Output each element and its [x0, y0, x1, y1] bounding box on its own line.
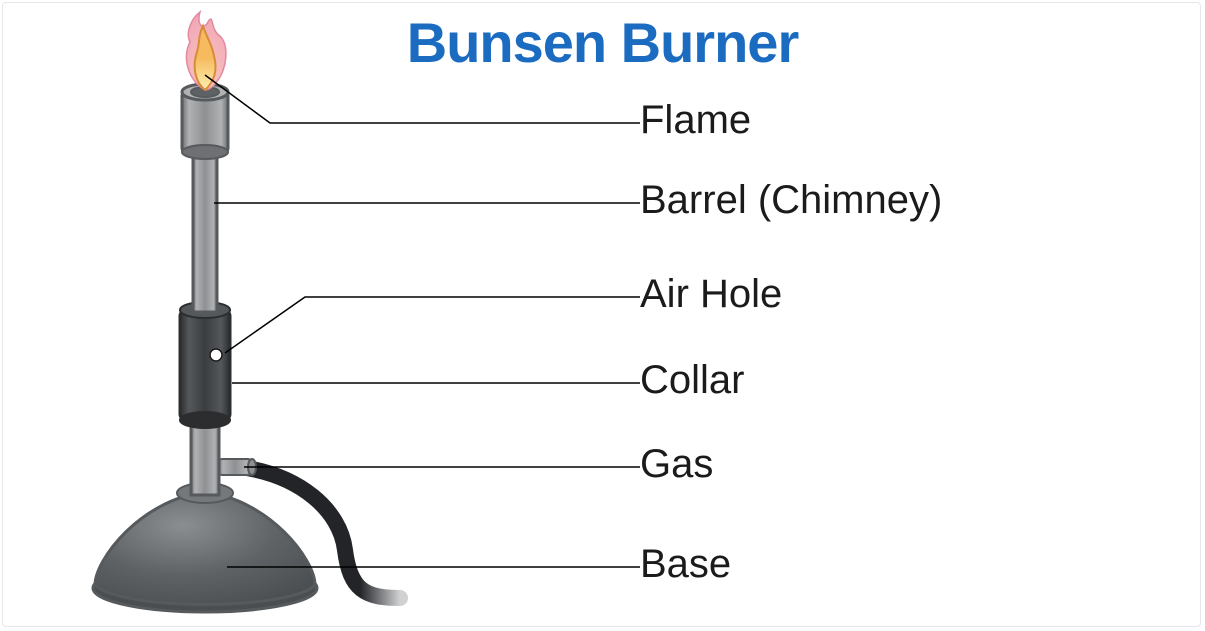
leader-lines — [205, 75, 640, 567]
air-hole — [210, 349, 222, 361]
label-base: Base — [640, 542, 731, 587]
burner-collar — [180, 302, 230, 428]
label-flame: Flame — [640, 98, 751, 143]
label-airhole: Air Hole — [640, 272, 782, 317]
bunsen-burner-diagram — [0, 0, 1205, 631]
leader-airhole — [225, 297, 640, 353]
label-collar: Collar — [640, 358, 744, 403]
flame-icon — [186, 12, 225, 90]
bunsen-burner-illustration — [93, 12, 400, 612]
leader-flame — [205, 75, 640, 123]
label-gas: Gas — [640, 442, 713, 487]
barrel-upper — [193, 150, 217, 312]
burner-cap — [182, 84, 228, 159]
burner-base-body — [95, 492, 315, 604]
barrel-lower — [191, 420, 219, 495]
label-barrel: Barrel (Chimney) — [640, 178, 942, 223]
